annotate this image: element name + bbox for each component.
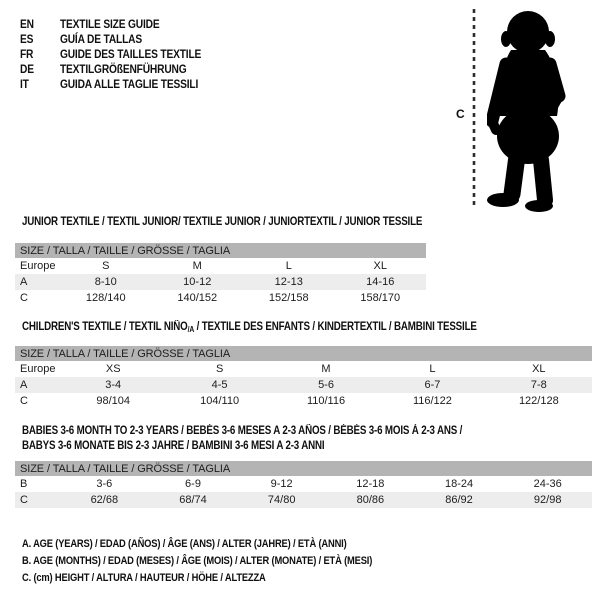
table-cell: 68/74 [179, 494, 207, 506]
lang-row-fr: FR GUIDE DES TAILLES TEXTILE [20, 46, 201, 61]
row-label: B [20, 478, 28, 490]
table-cell: 6-9 [185, 478, 201, 490]
table-cell: M [192, 260, 202, 272]
table-cell: M [321, 363, 331, 375]
babies-size-table: SIZE / TALLA / TAILLE / GRÖSSE / TAGLIA … [15, 461, 592, 508]
children-section-title: CHILDREN'S TEXTILE / TEXTIL NIÑO/A / TEX… [22, 320, 477, 337]
baby-silhouette-icon [487, 11, 566, 212]
table-cell: 74/80 [267, 494, 296, 506]
table-cell: XL [373, 260, 387, 272]
table-cell: 80/86 [356, 494, 385, 506]
babies-title-line2: BABYS 3-6 MONATE BIS 2-3 JAHRE / BAMBINI… [22, 440, 325, 452]
table-cell: 6-7 [424, 379, 441, 391]
row-label: Europe [20, 363, 56, 375]
table-cell: 7-8 [530, 379, 547, 391]
table-cell: S [215, 363, 224, 375]
lang-code: ES [20, 31, 34, 46]
row-label: Europe [20, 260, 56, 272]
junior-section-title: JUNIOR TEXTILE / TEXTIL JUNIOR/ TEXTILE … [22, 216, 423, 228]
table-cell: 8-10 [94, 276, 117, 288]
table-cell: 10-12 [183, 276, 212, 288]
height-marker-label: C [456, 107, 465, 121]
lang-row-de: DE TEXTILGRÖßENFÜHRUNG [20, 61, 201, 76]
lang-code: DE [20, 61, 34, 76]
lang-code: FR [20, 46, 34, 61]
table-row: C 128/140 140/152 152/158 158/170 [15, 290, 426, 306]
babies-title-line1: BABIES 3-6 MONTH TO 2-3 YEARS / BEBÉS 3-… [22, 425, 463, 437]
lang-row-en: EN TEXTILE SIZE GUIDE [20, 16, 201, 31]
table-row: Europe XS S M L XL [15, 361, 592, 377]
row-label: C [20, 494, 28, 506]
table-cell: 9-12 [270, 478, 293, 490]
lang-label: TEXTILE SIZE GUIDE [59, 16, 160, 31]
lang-label: TEXTILGRÖßENFÜHRUNG [59, 61, 187, 76]
table-cell: 3-4 [105, 379, 122, 391]
size-header-bar: SIZE / TALLA / TAILLE / GRÖSSE / TAGLIA [15, 461, 592, 476]
table-cell: 3-6 [96, 478, 113, 490]
table-cell: XL [532, 363, 546, 375]
table-row: C 98/104 104/110 110/116 116/122 122/128 [15, 393, 592, 409]
table-cell: 152/158 [268, 292, 309, 304]
table-cell: 92/98 [533, 494, 562, 506]
babies-section-title: BABIES 3-6 MONTH TO 2-3 YEARS / BEBÉS 3-… [22, 424, 540, 454]
lang-code: IT [20, 76, 29, 91]
table-row: C 62/68 68/74 74/80 80/86 86/92 92/98 [15, 492, 592, 508]
table-cell: S [102, 260, 110, 272]
row-label: C [20, 395, 28, 407]
table-cell: 110/116 [306, 395, 346, 407]
table-cell: 18-24 [444, 478, 474, 490]
table-cell: 24-36 [533, 478, 562, 490]
table-cell: 98/104 [96, 395, 131, 407]
children-title-part: CHILDREN'S TEXTILE / TEXTIL NIÑO [22, 321, 188, 333]
table-cell: 14-16 [366, 276, 395, 288]
table-cell: 158/170 [360, 292, 401, 304]
table-cell: 104/110 [200, 395, 240, 407]
footnotes: A. AGE (YEARS) / EDAD (AÑOS) / ÂGE (ANS)… [22, 536, 434, 587]
row-label: C [20, 292, 28, 304]
table-cell: L [429, 363, 436, 375]
table-row: A 3-4 4-5 5-6 6-7 7-8 [15, 377, 592, 393]
table-cell: 12-18 [356, 478, 385, 490]
children-title-subscript: /A [187, 325, 195, 334]
baby-figure-panel: C [450, 5, 600, 217]
row-label: A [20, 276, 28, 288]
table-row: Europe S M L XL [15, 258, 426, 274]
lang-label: GUÍA DE TALLAS [59, 31, 143, 46]
footnote-b: B. AGE (MONTHS) / EDAD (MESES) / ÂGE (MO… [22, 555, 373, 567]
lang-row-es: ES GUÍA DE TALLAS [20, 31, 201, 46]
lang-code: EN [20, 16, 34, 31]
lang-label: GUIDE DES TAILLES TEXTILE [59, 46, 202, 61]
table-cell: 12-13 [274, 276, 303, 288]
height-dashed-line [472, 9, 476, 209]
table-cell: 122/128 [518, 395, 559, 407]
size-header-bar: SIZE / TALLA / TAILLE / GRÖSSE / TAGLIA [15, 346, 592, 361]
table-row: A 8-10 10-12 12-13 14-16 [15, 274, 426, 290]
table-cell: L [285, 260, 292, 272]
table-cell: 140/152 [177, 292, 218, 304]
lang-label: GUIDA ALLE TAGLIE TESSILI [59, 76, 199, 91]
table-cell: 62/68 [90, 494, 119, 506]
lang-row-it: IT GUIDA ALLE TAGLIE TESSILI [20, 76, 201, 91]
table-cell: 4-5 [211, 379, 228, 391]
table-row: B 3-6 6-9 9-12 12-18 18-24 24-36 [15, 476, 592, 492]
footnote-c: C. (cm) HEIGHT / ALTURA / HAUTEUR / HÖHE… [22, 572, 266, 584]
row-label: A [20, 379, 28, 391]
language-list: EN TEXTILE SIZE GUIDE ES GUÍA DE TALLAS … [20, 16, 233, 91]
junior-size-table: SIZE / TALLA / TAILLE / GRÖSSE / TAGLIA … [15, 243, 426, 306]
table-cell: XS [105, 363, 121, 375]
size-header-bar: SIZE / TALLA / TAILLE / GRÖSSE / TAGLIA [15, 243, 426, 258]
table-cell: 5-6 [318, 379, 334, 391]
table-cell: 116/122 [412, 395, 452, 407]
table-cell: 86/92 [445, 494, 473, 506]
children-title-part: / TEXTILE DES ENFANTS / KINDERTEXTIL / B… [194, 321, 477, 333]
table-cell: 128/140 [85, 292, 126, 304]
children-size-table: SIZE / TALLA / TAILLE / GRÖSSE / TAGLIA … [15, 346, 592, 409]
footnote-a: A. AGE (YEARS) / EDAD (AÑOS) / ÂGE (ANS)… [22, 538, 347, 550]
